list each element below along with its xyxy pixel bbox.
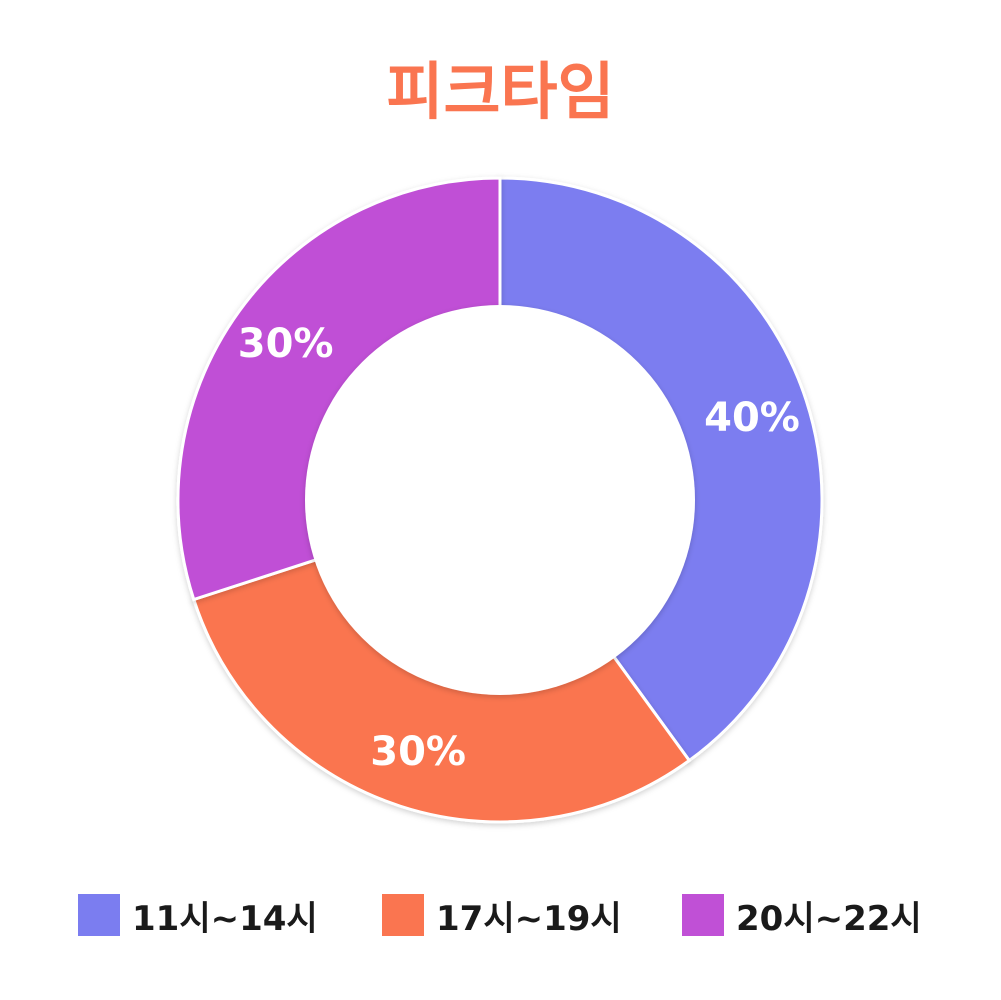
slice-labels: 40% 30% 30%: [238, 321, 800, 775]
donut-hole: [305, 305, 695, 695]
legend-label-20-22: 20시~22시: [736, 898, 922, 939]
legend-item-20-22: 20시~22시: [682, 890, 922, 940]
legend-label-11-14: 11시~14시: [132, 898, 318, 939]
legend-item-17-19: 17시~19시: [382, 890, 622, 940]
legend-swatch-20-22: [682, 894, 724, 936]
slice-label-3: 30%: [238, 321, 334, 367]
slice-label-2: 30%: [370, 729, 466, 775]
chart-title: 피크타임: [386, 55, 615, 128]
legend-swatch-11-14: [78, 894, 120, 936]
legend: 11시~14시 17시~19시 20시~22시: [0, 890, 1001, 940]
legend-swatch-17-19: [382, 894, 424, 936]
legend-item-11-14: 11시~14시: [78, 890, 318, 940]
slice-label-1: 40%: [704, 395, 800, 441]
legend-label-17-19: 17시~19시: [436, 898, 622, 939]
